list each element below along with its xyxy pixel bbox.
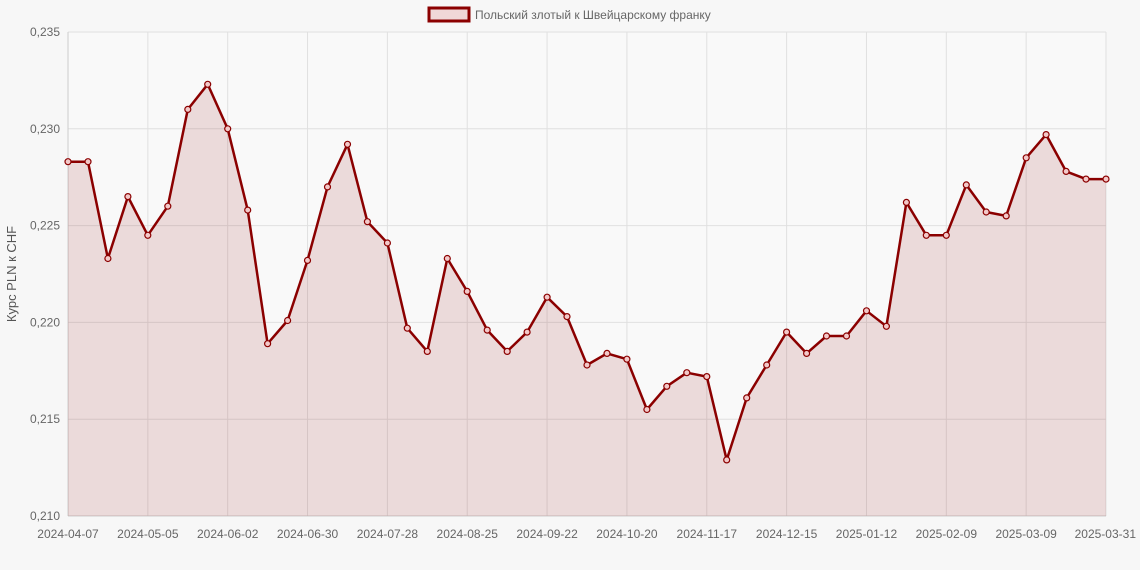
x-tick-label: 2024-11-17 (677, 527, 738, 541)
data-point[interactable] (663, 382, 671, 390)
x-tick-label: 2024-08-25 (437, 527, 499, 541)
data-point[interactable] (184, 105, 192, 114)
data-point[interactable] (1022, 154, 1030, 162)
data-point[interactable] (224, 125, 232, 133)
legend-label: Польский злотый к Швейцарскому франку (475, 8, 711, 22)
x-tick-label: 2025-02-09 (916, 527, 978, 541)
y-tick-label: 0,215 (30, 412, 60, 426)
data-point[interactable] (264, 340, 272, 348)
data-point[interactable] (623, 355, 631, 363)
data-point[interactable] (1082, 175, 1090, 183)
data-point[interactable] (543, 293, 551, 301)
data-point[interactable] (882, 322, 891, 330)
data-point[interactable] (862, 307, 871, 315)
data-point[interactable] (962, 181, 970, 189)
data-point[interactable] (583, 361, 591, 369)
legend[interactable]: Польский злотый к Швейцарскому франку (427, 6, 711, 23)
data-point[interactable] (902, 198, 911, 206)
x-tick-label: 2024-04-07 (37, 527, 99, 541)
data-point[interactable] (842, 332, 851, 340)
data-point[interactable] (683, 369, 691, 377)
data-point[interactable] (723, 456, 731, 464)
data-point[interactable] (104, 254, 112, 263)
data-point[interactable] (782, 328, 791, 336)
y-tick-label: 0,220 (30, 315, 60, 329)
y-tick-label: 0,225 (30, 219, 60, 233)
legend-swatch (427, 6, 471, 23)
data-point[interactable] (443, 254, 451, 263)
x-tick-label: 2024-06-30 (277, 527, 339, 541)
data-point[interactable] (343, 140, 352, 148)
data-point[interactable] (802, 349, 811, 357)
data-point[interactable] (982, 208, 990, 216)
data-point[interactable] (503, 347, 511, 355)
data-point[interactable] (1042, 131, 1050, 139)
x-tick-label: 2024-10-20 (596, 527, 658, 541)
data-point[interactable] (423, 347, 431, 355)
data-point[interactable] (383, 239, 391, 247)
data-point[interactable] (124, 193, 132, 201)
data-point[interactable] (403, 324, 411, 332)
x-tick-label: 2025-01-12 (836, 527, 898, 541)
data-point[interactable] (703, 373, 711, 381)
data-point[interactable] (603, 349, 611, 357)
data-point[interactable] (763, 361, 771, 369)
data-point[interactable] (244, 206, 252, 214)
x-tick-label: 2024-12-15 (756, 527, 818, 541)
x-tick-label: 2024-09-22 (516, 527, 578, 541)
plot-area (68, 32, 1106, 516)
x-tick-label: 2024-07-28 (357, 527, 419, 541)
series-area (68, 84, 1106, 517)
data-point[interactable] (523, 328, 531, 336)
data-point[interactable] (463, 287, 471, 295)
data-point[interactable] (323, 183, 332, 191)
data-point[interactable] (643, 405, 651, 414)
data-point[interactable] (84, 158, 92, 166)
y-axis-title: Курс PLN к CHF (4, 226, 19, 322)
data-point[interactable] (1062, 167, 1070, 175)
data-point[interactable] (743, 394, 751, 402)
data-point[interactable] (144, 231, 152, 239)
data-point[interactable] (164, 202, 172, 210)
x-tick-label: 2024-05-05 (117, 527, 179, 541)
x-tick-label: 2025-03-09 (995, 527, 1057, 541)
data-point[interactable] (942, 231, 950, 239)
data-point[interactable] (284, 316, 292, 325)
data-point[interactable] (563, 313, 571, 321)
data-point[interactable] (1102, 175, 1110, 183)
data-point[interactable] (204, 80, 212, 88)
data-point[interactable] (64, 158, 72, 166)
data-point[interactable] (822, 332, 831, 340)
x-tick-label: 2025-03-31 (1075, 527, 1137, 541)
data-point[interactable] (363, 218, 371, 226)
y-tick-label: 0,210 (30, 509, 60, 523)
data-point[interactable] (483, 326, 491, 334)
data-point[interactable] (1002, 212, 1010, 220)
data-point[interactable] (922, 231, 930, 239)
data-point[interactable] (303, 256, 312, 264)
y-tick-label: 0,235 (30, 25, 60, 39)
x-tick-label: 2024-06-02 (197, 527, 259, 541)
y-tick-label: 0,230 (30, 122, 60, 136)
